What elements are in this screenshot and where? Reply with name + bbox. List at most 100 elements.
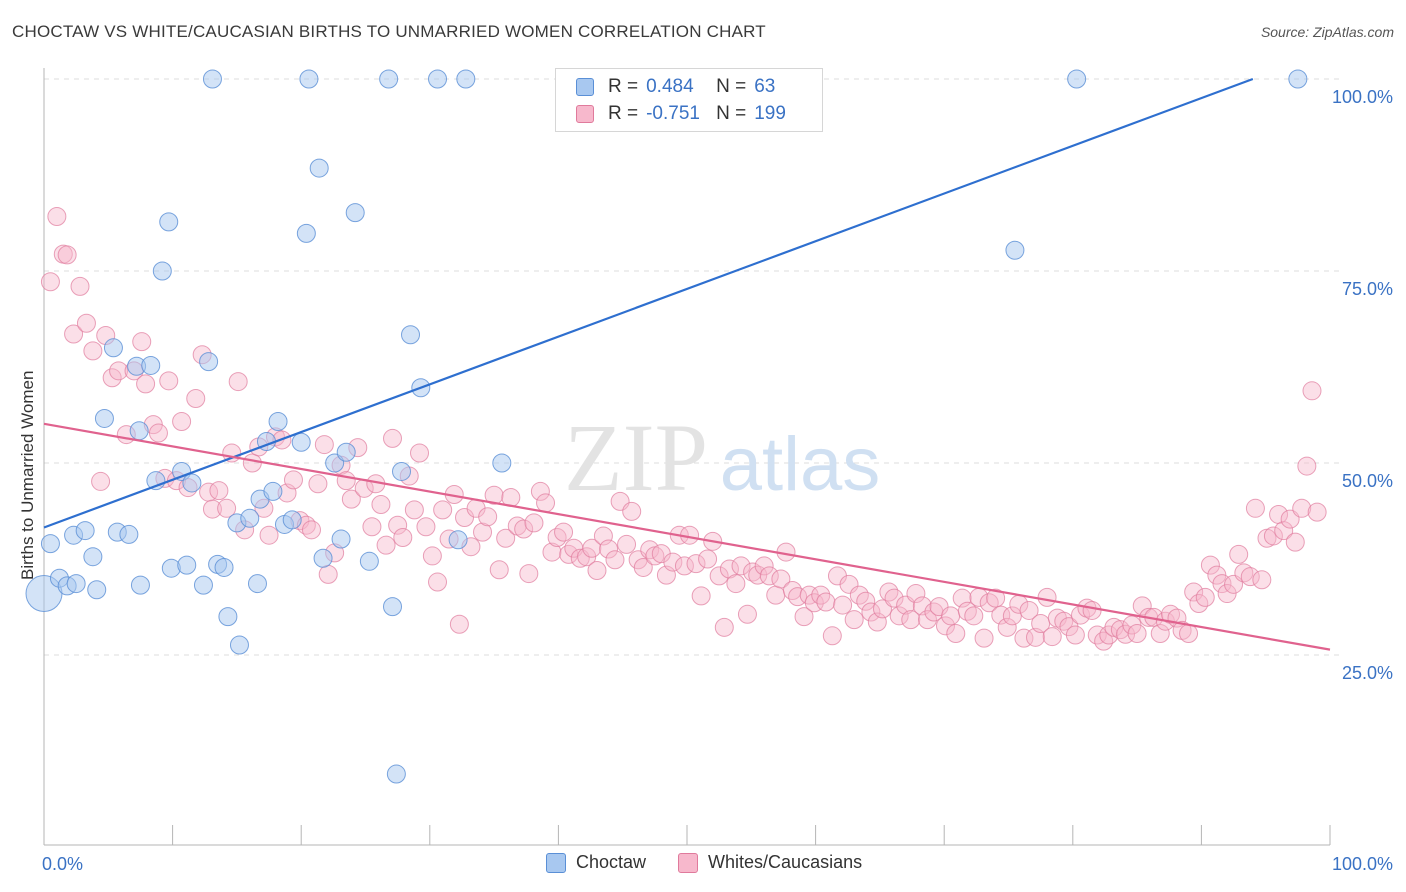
data-point-whites: [519, 564, 539, 584]
data-point-whites: [663, 552, 683, 572]
choctaw-points: [25, 69, 1308, 784]
data-point-whites: [1150, 623, 1170, 643]
data-point-whites: [1229, 544, 1249, 564]
data-point-choctaw: [428, 69, 448, 89]
correlation-legend: R = 0.484 N = 63 R = -0.751 N = 199: [555, 68, 823, 132]
data-point-whites: [57, 245, 77, 265]
legend-swatch-whites: [576, 105, 594, 123]
y-tick-label: 100.0%: [1332, 87, 1393, 107]
data-point-whites: [554, 522, 574, 542]
data-point-whites: [489, 560, 509, 580]
data-point-whites: [1263, 526, 1283, 546]
data-point-whites: [242, 453, 262, 473]
data-point-whites: [1245, 498, 1265, 518]
data-point-whites: [759, 566, 779, 586]
data-point-whites: [336, 471, 356, 491]
data-point-whites: [449, 614, 469, 634]
data-point-whites: [889, 606, 909, 626]
data-point-choctaw: [291, 432, 311, 452]
data-point-whites: [1184, 582, 1204, 602]
data-point-whites: [929, 597, 949, 617]
x-tick-label: 100.0%: [1332, 854, 1393, 874]
data-point-whites: [640, 540, 660, 560]
r-value: -0.751: [646, 103, 700, 124]
data-point-choctaw: [492, 453, 512, 473]
r-value: 0.484: [646, 76, 694, 97]
data-point-whites: [202, 499, 222, 519]
data-point-choctaw: [448, 530, 468, 550]
data-point-whites: [935, 616, 955, 636]
data-point-choctaw: [386, 764, 406, 784]
data-point-whites: [473, 522, 493, 542]
data-point-choctaw: [456, 69, 476, 89]
axes: [43, 68, 1331, 846]
source-label: Source: ZipAtlas.com: [1260, 24, 1394, 40]
data-point-choctaw: [214, 557, 234, 577]
data-point-whites: [283, 470, 303, 490]
data-point-whites: [524, 513, 544, 533]
data-point-whites: [946, 623, 966, 643]
data-point-whites: [582, 538, 602, 558]
data-point-choctaw: [75, 521, 95, 541]
data-point-choctaw: [182, 473, 202, 493]
data-point-choctaw: [268, 412, 288, 432]
data-point-whites: [484, 485, 504, 505]
data-point-choctaw: [94, 408, 114, 428]
data-point-whites: [714, 617, 734, 637]
data-point-whites: [901, 610, 921, 630]
n-value: 199: [754, 103, 786, 124]
r-label: R =: [608, 103, 639, 124]
data-point-whites: [47, 206, 67, 226]
data-point-choctaw: [1005, 240, 1025, 260]
y-tick-label: 75.0%: [1342, 279, 1393, 299]
data-point-whites: [861, 602, 881, 622]
data-point-whites: [816, 592, 836, 612]
data-point-whites: [794, 607, 814, 627]
data-point-whites: [393, 527, 413, 547]
data-point-whites: [1302, 381, 1322, 401]
data-point-whites: [514, 519, 534, 539]
data-point-choctaw: [359, 551, 379, 571]
data-point-choctaw: [103, 338, 123, 358]
legend-row-whites: R = -0.751 N = 199: [576, 101, 786, 127]
data-point-whites: [1042, 627, 1062, 647]
legend-label-whites: Whites/Caucasians: [708, 852, 863, 872]
data-point-whites: [599, 539, 619, 559]
data-point-whites: [766, 585, 786, 605]
data-point-choctaw: [129, 421, 149, 441]
data-point-whites: [478, 507, 498, 527]
data-point-choctaw: [161, 558, 181, 578]
data-point-whites: [726, 574, 746, 594]
data-point-whites: [547, 527, 567, 547]
legend-label-choctaw: Choctaw: [576, 852, 647, 872]
n-label: N =: [716, 76, 747, 97]
trend-line-choctaw: [43, 77, 1254, 529]
data-point-choctaw: [202, 69, 222, 89]
data-point-whites: [844, 610, 864, 630]
data-point-whites: [136, 374, 156, 394]
data-point-whites: [1200, 555, 1220, 575]
data-point-whites: [76, 313, 96, 333]
data-point-whites: [691, 586, 711, 606]
data-point-whites: [455, 508, 475, 528]
data-point-whites: [341, 489, 361, 509]
data-point-whites: [416, 517, 436, 537]
data-point-whites: [70, 276, 90, 296]
data-point-whites: [1285, 532, 1305, 552]
legend-swatch-choctaw: [546, 852, 566, 873]
trend-line-whites: [43, 422, 1331, 651]
data-point-whites: [1274, 521, 1294, 541]
data-point-whites: [1127, 623, 1147, 643]
data-point-whites: [371, 494, 391, 514]
data-point-whites: [1037, 587, 1057, 607]
data-point-whites: [974, 628, 994, 648]
series-legend: Choctaw Whites/Caucasians: [546, 852, 894, 873]
data-point-whites: [698, 549, 718, 569]
data-point-whites: [674, 556, 694, 576]
data-point-choctaw: [193, 575, 213, 595]
data-point-choctaw: [392, 461, 412, 481]
data-point-whites: [1132, 596, 1152, 616]
watermark-atlas: atlas: [720, 422, 881, 507]
legend-swatch-whites: [678, 852, 699, 873]
